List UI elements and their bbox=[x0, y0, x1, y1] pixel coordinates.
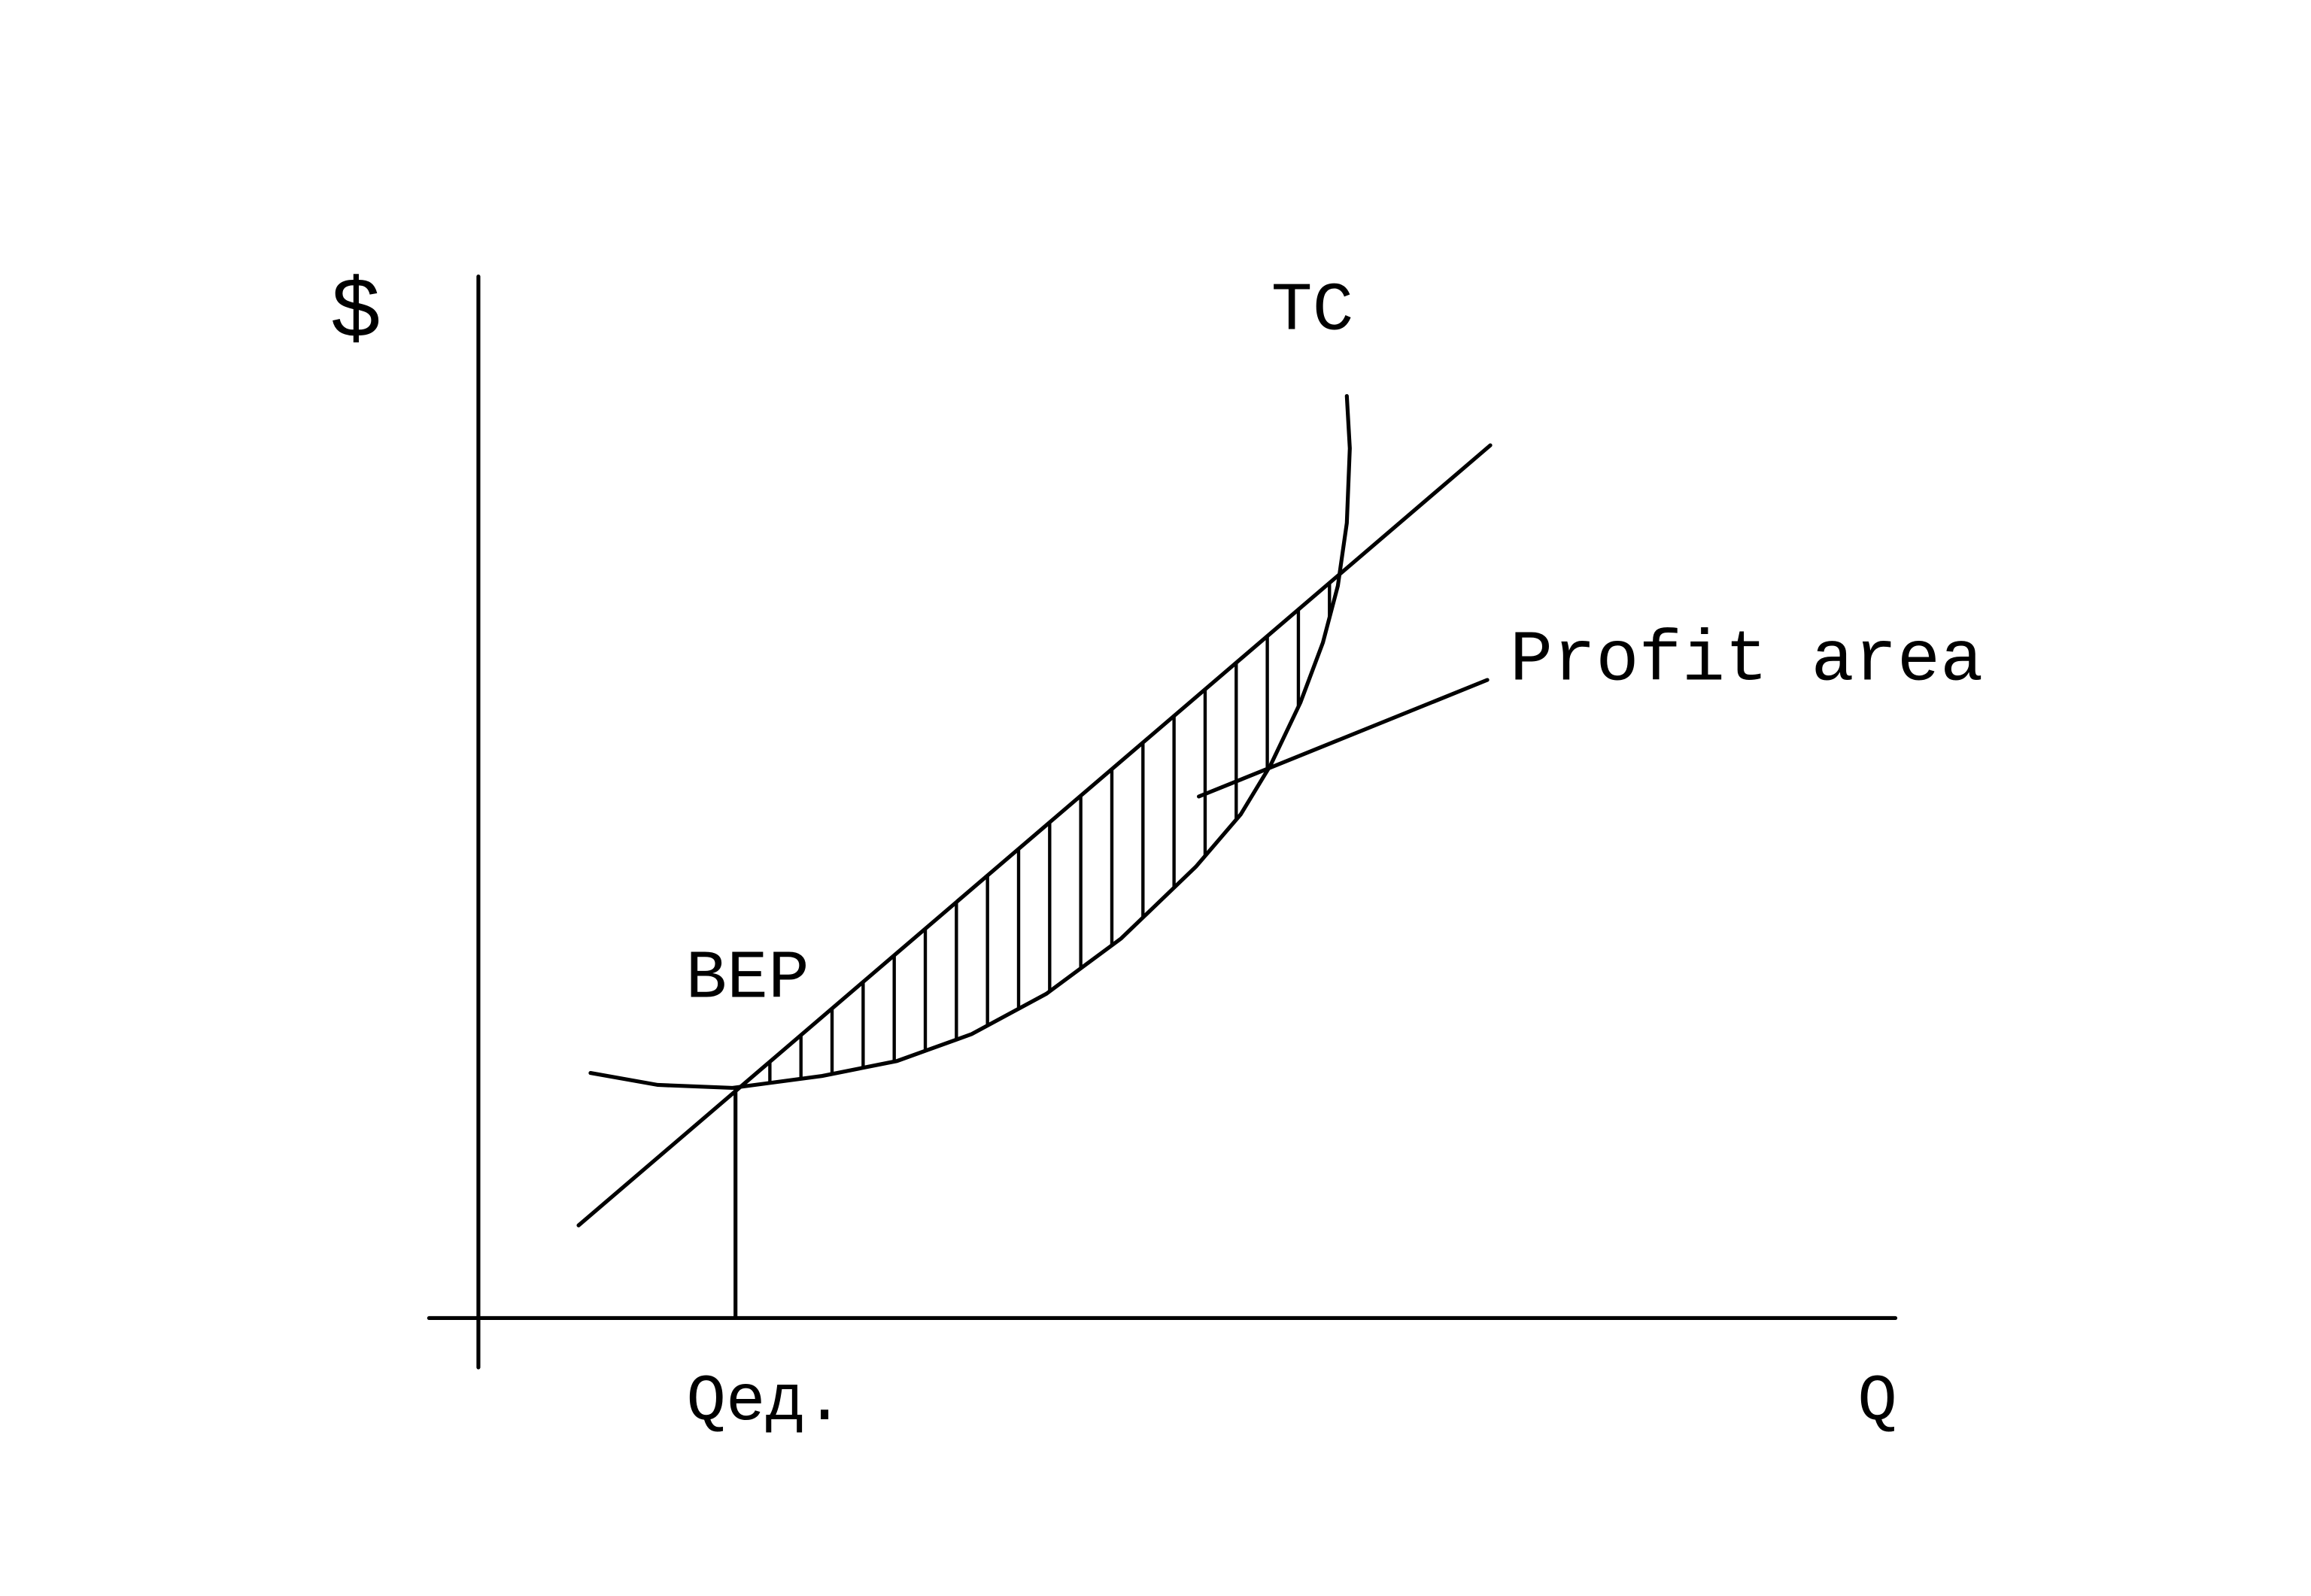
tc-label: TC bbox=[1271, 272, 1354, 350]
tc-curve bbox=[588, 393, 1352, 1091]
x-axis-label: Q bbox=[1857, 1365, 1896, 1440]
profit-area-label: Profit area bbox=[1510, 620, 1983, 701]
q-point-label: Qед. bbox=[687, 1365, 845, 1440]
pointer-line bbox=[1197, 678, 1490, 799]
y-axis-label: $ bbox=[329, 265, 381, 363]
bep-label: BEP bbox=[685, 941, 809, 1018]
profit-hatching bbox=[768, 583, 1332, 1083]
